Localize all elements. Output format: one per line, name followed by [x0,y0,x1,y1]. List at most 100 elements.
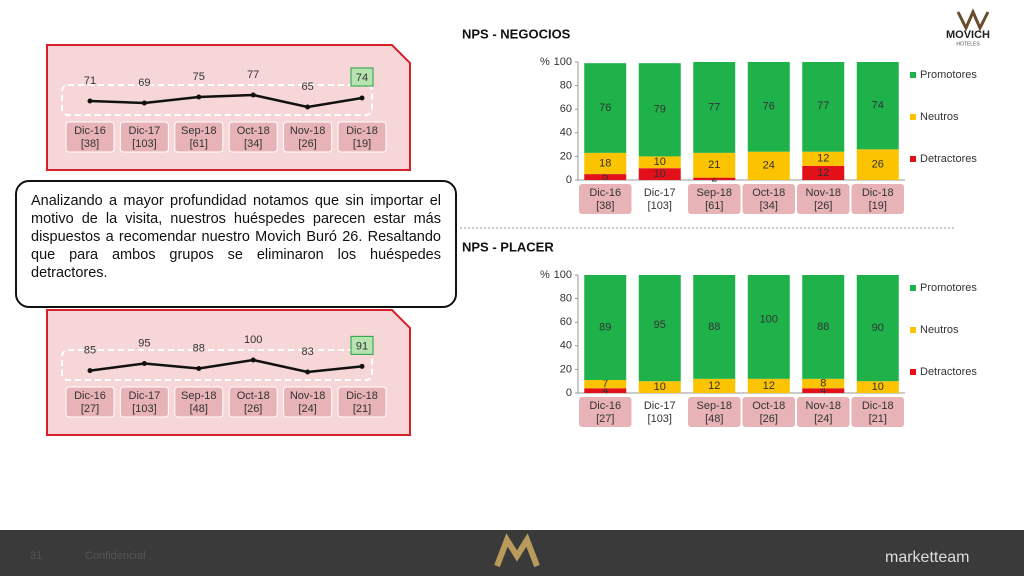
x-tick-count: [19] [353,138,371,150]
category-box [797,397,850,427]
bar-segment [747,62,790,152]
x-tick-count: [103] [132,138,156,150]
line [89,358,363,374]
logo-name: MOVICH [946,29,990,41]
x-tick-count: [48] [190,403,208,415]
category-box [579,184,632,214]
x-tick-label: Nov-18 [290,390,325,402]
x-tick-count: [38] [596,200,614,212]
commentary: Analizando a mayor profundidad notamos q… [15,180,457,308]
category-box [174,121,224,153]
y-tick-label: 80 [560,80,572,92]
bar-segment [747,151,790,180]
x-tick-count: [27] [81,403,99,415]
footer-logo [494,533,540,568]
value-label: 7 [602,378,608,390]
category-box [742,184,795,214]
y-unit: % [540,269,550,281]
x-tick-label: Nov-18 [806,187,841,199]
bar-segment [693,378,736,393]
x-tick-count: [103] [648,200,672,212]
bar-segment [584,275,627,381]
value-label: 77 [817,100,829,112]
x-tick-count: [103] [648,413,672,425]
bar-segment [856,149,899,180]
x-tick-count: [26] [814,200,832,212]
x-tick-count: [61] [190,138,208,150]
category-box [228,386,278,418]
point [305,369,311,375]
x-tick-count: [24] [298,403,316,415]
x-tick-label: Oct-18 [237,390,270,402]
bar-segment [638,156,681,169]
category-box [283,121,333,153]
legend-label: Promotores [920,69,977,81]
x-tick-label: Dic-18 [862,187,894,199]
x-tick-label: Dic-17 [644,400,676,412]
x-tick-count: [34] [244,138,262,150]
bar-segment [802,151,845,166]
bar-segment [856,381,899,393]
legend-swatch [910,327,916,333]
x-tick-count: [21] [353,403,371,415]
value-label: 74 [356,72,368,84]
bar-segment [584,174,627,180]
category-box [65,386,115,418]
x-tick-label: Dic-18 [346,390,378,402]
x-tick-label: Sep-18 [181,390,216,402]
y-unit: % [540,56,550,68]
category-box [228,121,278,153]
value-label: 75 [193,71,205,83]
value-label: 12 [817,167,829,179]
y-tick-label: 20 [560,363,572,375]
category-box [174,386,224,418]
y-tick-label: 0 [566,387,572,399]
x-tick-count: [34] [760,200,778,212]
y-tick-label: 40 [560,340,572,352]
x-tick-label: Oct-18 [752,400,785,412]
y-tick-label: 20 [560,150,572,162]
value-label: 10 [872,381,884,393]
value-label: 2 [711,173,717,185]
bar-segment [638,275,681,382]
bar-segment [747,275,790,379]
point [196,94,202,100]
legend-swatch [910,72,916,78]
point [250,357,256,363]
x-tick-label: Dic-16 [589,187,621,199]
brand: marketteam [885,549,969,566]
bar-segment [584,388,627,393]
x-tick-label: Dic-18 [346,125,378,137]
bar-segment [584,380,627,389]
logo-mark [956,8,990,32]
value-label: 71 [84,75,96,87]
value-label: 12 [763,380,775,392]
point [87,368,93,374]
value-label: 95 [138,337,150,349]
legend-label: Detractores [920,366,977,378]
plot-frame [61,84,373,116]
y-tick-label: 100 [554,269,572,281]
point [141,100,147,106]
value-label: 10 [654,381,666,393]
x-tick-label: Sep-18 [697,400,732,412]
value-label: 4 [820,385,826,397]
line [89,93,363,109]
x-tick-count: [21] [869,413,887,425]
category-box [688,397,741,427]
value-label: 12 [817,153,829,165]
value-label: 88 [193,342,205,354]
x-tick-label: Dic-16 [589,400,621,412]
category-box [797,184,850,214]
bar-segment [638,168,681,180]
footer-note: Confidencial [85,550,146,562]
x-tick-count: [19] [869,200,887,212]
value-label: 76 [763,101,775,113]
x-tick-count: [27] [596,413,614,425]
legend-swatch [910,114,916,120]
bar-segment [802,165,845,180]
category-box [337,121,387,153]
bar-segment [693,177,736,180]
